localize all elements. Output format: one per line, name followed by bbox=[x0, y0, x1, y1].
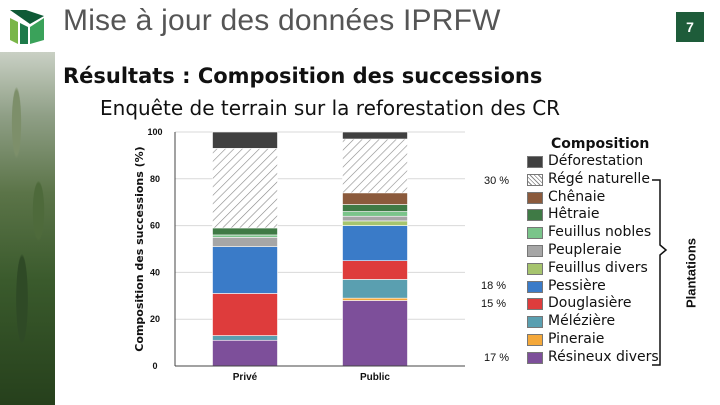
bar-segment bbox=[342, 279, 408, 299]
bar-segment bbox=[212, 234, 278, 238]
legend-swatch bbox=[527, 173, 543, 186]
legend-label: Hêtraie bbox=[548, 206, 600, 223]
legend-label: Douglasière bbox=[548, 295, 632, 312]
annotation-douglas-pct: 15 % bbox=[481, 298, 507, 310]
y-tick-label: 100 bbox=[147, 127, 162, 137]
legend-swatch bbox=[527, 209, 543, 222]
legend-swatch bbox=[527, 298, 543, 311]
bar-segment bbox=[212, 227, 278, 236]
legend-swatch bbox=[527, 262, 543, 275]
x-tick-label: Privé bbox=[233, 372, 258, 383]
bar-segment bbox=[212, 237, 278, 247]
bar-segment bbox=[342, 138, 408, 194]
bar-segment bbox=[212, 335, 278, 341]
legend-swatch bbox=[527, 351, 543, 364]
legend-swatch bbox=[527, 156, 543, 168]
bar-segment bbox=[212, 148, 278, 229]
bar-segment bbox=[342, 131, 408, 140]
legend-label: Feuillus nobles bbox=[548, 224, 652, 241]
legend-swatch bbox=[527, 316, 543, 329]
slide-title: Mise à jour des données IPRFW bbox=[63, 4, 501, 37]
annotation-regeneration-pct: 30 % bbox=[484, 175, 510, 187]
bar-segment bbox=[342, 300, 408, 367]
annotation-spruce-pct: 18 % bbox=[481, 280, 507, 292]
y-tick-label: 0 bbox=[152, 361, 157, 371]
bar-segment bbox=[342, 260, 408, 280]
bar-segment bbox=[342, 211, 408, 217]
legend-swatch bbox=[527, 191, 543, 204]
legend-label: Pineraie bbox=[548, 331, 605, 347]
bar-segment bbox=[212, 246, 278, 294]
bar-segment bbox=[342, 192, 408, 205]
x-tick-label: Public bbox=[360, 372, 390, 383]
bar-segment bbox=[342, 220, 408, 226]
plantations-label-text: Plantations bbox=[683, 237, 699, 309]
legend-label: Feuillus divers bbox=[548, 259, 648, 276]
legend-label: Peupleraie bbox=[548, 242, 622, 258]
bar-segment bbox=[212, 339, 278, 367]
legend-label: Déforestation bbox=[548, 153, 644, 169]
legend-title: Composition bbox=[551, 136, 650, 152]
legend-label: Chênaie bbox=[548, 188, 606, 205]
legend-label: Régé naturelle bbox=[548, 170, 650, 187]
forest-background-image bbox=[0, 52, 55, 405]
bar-segment bbox=[342, 215, 408, 222]
y-tick-label: 20 bbox=[150, 314, 160, 324]
legend-swatch bbox=[527, 280, 543, 293]
bar-segment bbox=[212, 131, 278, 149]
legend-swatch bbox=[527, 334, 543, 346]
plantations-brace bbox=[652, 179, 668, 366]
bar-segment bbox=[342, 225, 408, 261]
y-axis-title: Composition des successions (%) bbox=[133, 146, 146, 351]
logo-icon bbox=[10, 10, 44, 44]
plantations-group-label: Plantations bbox=[683, 233, 699, 313]
y-tick-label: 40 bbox=[150, 267, 160, 277]
y-tick-label: 80 bbox=[150, 174, 160, 184]
legend-swatch bbox=[527, 227, 543, 240]
bar-segment bbox=[212, 293, 278, 336]
legend-label: Pessière bbox=[548, 277, 606, 294]
y-tick-label: 60 bbox=[150, 221, 160, 231]
annotation-resinous-pct: 17 % bbox=[484, 352, 510, 364]
legend-label: Résineux divers bbox=[548, 348, 659, 365]
legend-swatch bbox=[527, 245, 543, 257]
section-title: Résultats : Composition des successions bbox=[63, 64, 543, 88]
page-number-badge: 7 bbox=[676, 12, 704, 42]
bar-segment bbox=[342, 297, 408, 301]
section-subtitle: Enquête de terrain sur la reforestation … bbox=[100, 96, 561, 120]
bar-segment bbox=[342, 204, 408, 212]
legend-label: Mélézière bbox=[548, 313, 616, 330]
